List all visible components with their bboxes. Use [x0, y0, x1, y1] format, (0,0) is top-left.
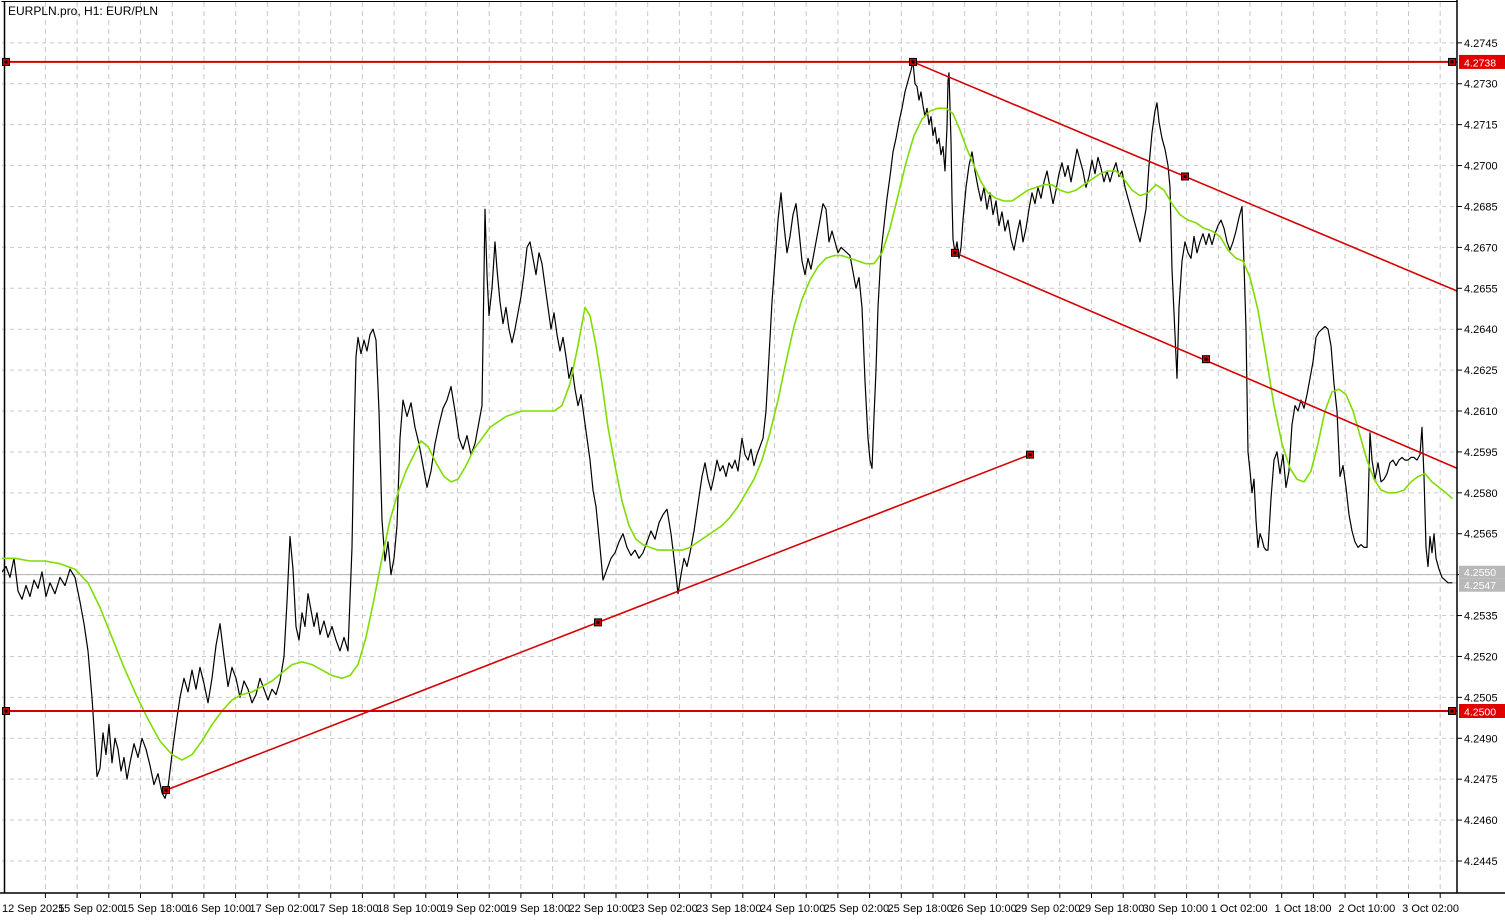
time-tick-label: 30 Sep 10:00: [1143, 903, 1208, 915]
price-tick-label: 4.2460: [1464, 815, 1498, 827]
price-tick-label: 4.2745: [1464, 38, 1498, 50]
price-tick-label: 4.2535: [1464, 611, 1498, 623]
time-tick-label: 16 Sep 10:00: [186, 903, 251, 915]
time-tick-label: 2 Oct 10:00: [1338, 903, 1395, 915]
price-tick-label: 4.2640: [1464, 324, 1498, 336]
chart-grid: [2, 2, 1457, 893]
object-selection-markers: [2, 57, 1456, 795]
time-tick-label: 3 Oct 02:00: [1402, 903, 1459, 915]
price-tick-label: 4.2475: [1464, 774, 1498, 786]
object-handle-center: [1204, 357, 1208, 361]
object-handle-center: [1183, 174, 1187, 178]
time-tick-label: 22 Sep 10:00: [568, 903, 633, 915]
object-handle-center: [4, 709, 8, 713]
time-tick-label: 29 Sep 18:00: [1079, 903, 1144, 915]
price-tick-label: 4.2625: [1464, 365, 1498, 377]
price-line: [2, 61, 1453, 799]
price-tick-label: 4.2610: [1464, 406, 1498, 418]
object-handle-center: [4, 60, 8, 64]
bid-price-badge: [1459, 578, 1505, 592]
resistance-price-badge: [1459, 54, 1505, 69]
time-tick-label: 1 Oct 18:00: [1275, 903, 1332, 915]
object-handle-center: [1028, 453, 1032, 457]
price-tick-label: 4.2565: [1464, 529, 1498, 541]
time-tick-label: 25 Sep 18:00: [887, 903, 952, 915]
time-tick-label: 19 Sep 18:00: [505, 903, 570, 915]
moving-average-line: [2, 107, 1453, 761]
time-tick-label: 23 Sep 18:00: [696, 903, 761, 915]
price-tick-label: 4.2520: [1464, 651, 1498, 663]
chart-plot-area[interactable]: [2, 2, 1457, 893]
price-tick-label: 4.2445: [1464, 856, 1498, 868]
support-price-badge-text: 4.2500: [1464, 707, 1496, 719]
ask-price-badge-text: 4.2550: [1464, 567, 1496, 579]
chart-frame: [1, 1, 1457, 893]
price-tick-label: 4.2580: [1464, 488, 1498, 500]
resistance-price-badge-text: 4.2738: [1464, 57, 1496, 69]
time-tick-label: 1 Oct 02:00: [1211, 903, 1268, 915]
chart-title: EURPLN.pro, H1: EUR/PLN: [8, 4, 158, 18]
price-axis[interactable]: 4.2745 4.2730 4.2715 4.2700 4.2685 4.2670 4.26…: [1456, 0, 1498, 893]
object-handle-center: [596, 620, 600, 624]
time-tick-label: 24 Sep 10:00: [760, 903, 825, 915]
time-tick-label: 29 Sep 02:00: [1015, 903, 1080, 915]
price-tick-label: 4.2685: [1464, 201, 1498, 213]
price-tick-label: 4.2700: [1464, 161, 1498, 173]
time-tick-label: 12 Sep 2025: [2, 903, 64, 915]
price-tick-label: 4.2490: [1464, 733, 1498, 745]
chart-series: [2, 61, 1453, 799]
support-price-badge: [1459, 704, 1505, 718]
price-tick-label: 4.2715: [1464, 120, 1498, 132]
time-tick-label: 25 Sep 02:00: [824, 903, 889, 915]
time-tick-label: 18 Sep 10:00: [377, 903, 442, 915]
object-handle-center: [953, 251, 957, 255]
price-tick-label: 4.2655: [1464, 283, 1498, 295]
time-tick-label: 15 Sep 02:00: [58, 903, 123, 915]
price-tick-label: 4.2595: [1464, 447, 1498, 459]
time-tick-label: 26 Sep 10:00: [951, 903, 1016, 915]
time-tick-label: 17 Sep 02:00: [249, 903, 314, 915]
object-handle-center: [1450, 60, 1454, 64]
time-tick-label: 23 Sep 02:00: [632, 903, 697, 915]
time-tick-label: 15 Sep 18:00: [122, 903, 187, 915]
price-tick-label: 4.2730: [1464, 79, 1498, 91]
price-tick-label: 4.2670: [1464, 242, 1498, 254]
bid-price-badge-text: 4.2547: [1464, 580, 1496, 592]
time-tick-label: 19 Sep 02:00: [441, 903, 506, 915]
price-tick-label: 4.2505: [1464, 692, 1498, 704]
object-handle-center: [1450, 709, 1454, 713]
ask-price-badge: [1459, 565, 1505, 579]
object-handle-center: [911, 60, 915, 64]
object-handle-center: [164, 788, 168, 792]
time-tick-label: 17 Sep 18:00: [313, 903, 378, 915]
bid-ask-lines: [2, 574, 1457, 584]
